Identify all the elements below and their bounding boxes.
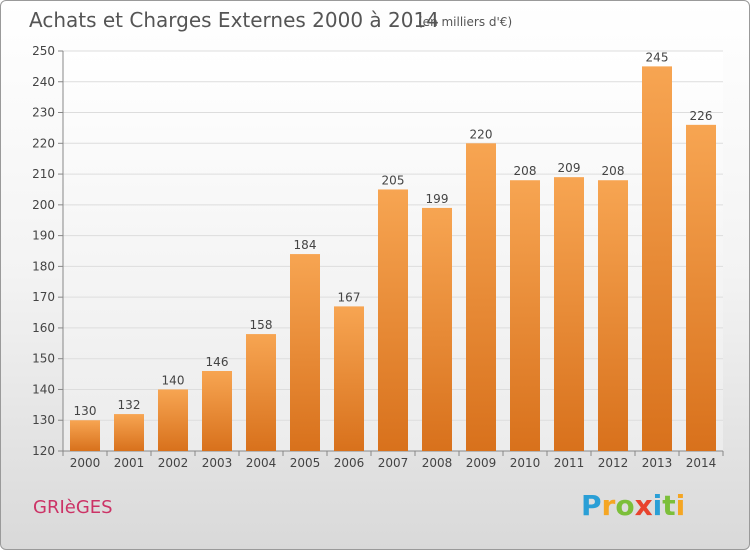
logo-letter: t <box>662 489 676 522</box>
x-tick-label: 2007 <box>378 456 409 470</box>
bar-value-label: 167 <box>338 290 361 304</box>
bar <box>642 66 672 451</box>
bar <box>246 334 276 451</box>
bar <box>114 414 144 451</box>
bar-value-label: 208 <box>602 164 625 178</box>
bar-value-label: 158 <box>250 318 273 332</box>
bar <box>554 177 584 451</box>
x-tick-label: 2001 <box>114 456 145 470</box>
bar-value-label: 220 <box>470 127 493 141</box>
logo-letter: i <box>652 489 663 522</box>
x-tick-label: 2005 <box>290 456 321 470</box>
bar <box>466 143 496 452</box>
bar-value-label: 205 <box>382 173 405 187</box>
x-tick-label: 2003 <box>202 456 233 470</box>
y-tick-label: 160 <box>32 321 55 335</box>
y-tick-label: 220 <box>32 136 55 150</box>
bar-value-label: 209 <box>558 161 581 175</box>
y-tick-label: 250 <box>32 44 55 58</box>
y-tick-label: 150 <box>32 352 55 366</box>
chart-unit-note: (en milliers d'€) <box>418 15 513 29</box>
logo-letter: P <box>581 489 602 522</box>
commune-name: GRIèGES <box>33 497 113 518</box>
x-tick-label: 2002 <box>158 456 189 470</box>
bar-value-label: 208 <box>514 164 537 178</box>
bar-value-label: 226 <box>690 109 713 123</box>
logo-letter: x <box>634 489 653 522</box>
x-tick-label: 2013 <box>642 456 673 470</box>
x-tick-label: 2000 <box>70 456 101 470</box>
bar <box>158 389 188 451</box>
bar <box>334 306 364 451</box>
y-tick-label: 130 <box>32 413 55 427</box>
bar-value-label: 199 <box>426 192 449 206</box>
y-tick-label: 200 <box>32 198 55 212</box>
x-tick-label: 2006 <box>334 456 365 470</box>
bar-value-label: 130 <box>74 404 97 418</box>
chart-title: Achats et Charges Externes 2000 à 2014 <box>29 8 439 32</box>
y-tick-label: 120 <box>32 444 55 458</box>
bar-value-label: 140 <box>162 373 185 387</box>
x-tick-label: 2009 <box>466 456 497 470</box>
bar <box>510 180 540 451</box>
x-tick-label: 2011 <box>554 456 585 470</box>
bar <box>290 254 320 451</box>
bar-value-label: 132 <box>118 398 141 412</box>
x-tick-label: 2012 <box>598 456 629 470</box>
y-tick-label: 140 <box>32 382 55 396</box>
bar <box>598 180 628 451</box>
proxiti-logo: Proxiti <box>581 489 685 522</box>
y-tick-label: 180 <box>32 259 55 273</box>
bar <box>378 189 408 451</box>
bar <box>202 371 232 451</box>
y-tick-label: 210 <box>32 167 55 181</box>
bar-value-label: 146 <box>206 355 229 369</box>
y-tick-label: 230 <box>32 106 55 120</box>
x-tick-label: 2008 <box>422 456 453 470</box>
y-tick-label: 240 <box>32 75 55 89</box>
x-tick-label: 2010 <box>510 456 541 470</box>
bar-value-label: 184 <box>294 238 317 252</box>
bar <box>422 207 452 451</box>
y-tick-label: 190 <box>32 229 55 243</box>
x-tick-label: 2014 <box>686 456 717 470</box>
x-tick-label: 2004 <box>246 456 277 470</box>
y-tick-label: 170 <box>32 290 55 304</box>
bar <box>686 124 716 451</box>
logo-letter: r <box>601 489 616 522</box>
bar-value-label: 245 <box>646 50 669 64</box>
logo-letter: i <box>675 489 686 522</box>
logo-letter: o <box>615 489 635 522</box>
bar <box>70 420 100 451</box>
